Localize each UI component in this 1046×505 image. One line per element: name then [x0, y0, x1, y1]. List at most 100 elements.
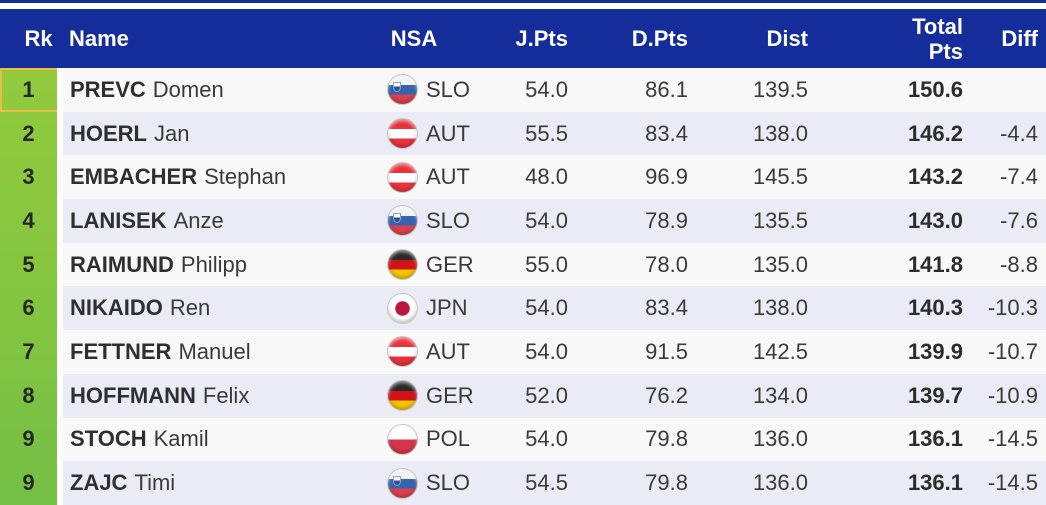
athlete-surname: NIKAIDO [70, 295, 163, 321]
distance-points-value: 76.2 [572, 373, 692, 418]
distance-points-value: 79.8 [572, 417, 692, 462]
top-gap [0, 3, 1046, 9]
athlete-name-cell: HOFFMANN Felix [63, 373, 372, 418]
rank-value: 3 [22, 164, 35, 190]
rank-gutter [57, 417, 63, 462]
points-diff-value: -10.3 [967, 286, 1046, 331]
rank-value: 7 [22, 338, 35, 364]
rank-gutter [57, 286, 63, 331]
distance-value: 134.0 [692, 373, 812, 418]
table-row[interactable]: 5 RAIMUND Philipp GER 55.0 78.0 135.0 14… [0, 242, 1046, 287]
distance-value: 135.0 [692, 242, 812, 287]
nsa-code: GER [426, 251, 474, 277]
total-points-value: 140.3 [812, 286, 967, 331]
rank-value: 4 [22, 207, 35, 233]
athlete-surname: LANISEK [70, 207, 167, 233]
rank-value: 2 [22, 120, 35, 146]
flag-icon-slo [388, 468, 417, 498]
column-header-distance-points: D.Pts [631, 25, 688, 51]
table-row[interactable]: 8 HOFFMANN Felix GER 52.0 76.2 134.0 139… [0, 373, 1046, 418]
nsa-code: SLO [426, 470, 471, 496]
athlete-given-name: Timi [134, 470, 176, 496]
distance-value: 145.5 [692, 155, 812, 200]
column-header-name: Name [69, 25, 129, 51]
athlete-name-cell: FETTNER Manuel [63, 330, 372, 374]
total-points-value: 139.7 [812, 373, 967, 418]
athlete-surname: FETTNER [70, 338, 172, 364]
athlete-surname: ZAJC [70, 470, 128, 496]
flag-icon-aut [388, 162, 417, 192]
nsa-cell: AUT [372, 330, 482, 374]
nsa-cell: JPN [372, 286, 482, 331]
nsa-code: AUT [426, 164, 470, 190]
distance-points-value: 83.4 [572, 286, 692, 331]
nsa-cell: AUT [372, 155, 482, 200]
column-header-rank: Rk [24, 25, 53, 51]
flag-icon-slo [388, 206, 417, 236]
rank-value: 8 [22, 382, 35, 408]
points-diff-value: -7.4 [967, 155, 1046, 200]
distance-value: 138.0 [692, 286, 812, 331]
flag-icon-ger [388, 250, 417, 280]
judge-points-value: 54.5 [482, 461, 572, 505]
column-header-judge-points: J.Pts [515, 25, 568, 51]
total-points-value: 146.2 [812, 111, 967, 156]
nsa-code: AUT [426, 120, 470, 146]
judge-points-value: 54.0 [482, 286, 572, 331]
table-row[interactable]: 6 NIKAIDO Ren JPN 54.0 83.4 138.0 140.3 … [0, 286, 1046, 331]
flag-icon-slo [388, 75, 417, 105]
total-points-value: 143.0 [812, 199, 967, 243]
judge-points-value: 54.0 [482, 330, 572, 374]
athlete-given-name: Ren [169, 295, 211, 321]
athlete-name-cell: RAIMUND Philipp [63, 242, 372, 287]
distance-points-value: 91.5 [572, 330, 692, 374]
table-row[interactable]: 7 FETTNER Manuel AUT 54.0 91.5 142.5 139… [0, 330, 1046, 374]
points-diff-value: -10.7 [967, 330, 1046, 374]
table-row[interactable]: 9 STOCH Kamil POL 54.0 79.8 136.0 136.1 … [0, 417, 1046, 462]
column-header-nsa: NSA [390, 25, 438, 51]
distance-value: 135.5 [692, 199, 812, 243]
total-points-value: 141.8 [812, 242, 967, 287]
nsa-code: JPN [426, 295, 468, 321]
table-body: 1 PREVC Domen SLO 54.0 86.1 139.5 150.6 … [0, 68, 1046, 505]
points-diff-value [967, 68, 1046, 112]
distance-value: 139.5 [692, 68, 812, 112]
column-header-total-points: Total Pts [812, 14, 967, 64]
table-row[interactable]: 1 PREVC Domen SLO 54.0 86.1 139.5 150.6 [0, 68, 1046, 112]
athlete-surname: STOCH [70, 426, 147, 452]
rank-value: 1 [22, 76, 35, 102]
nsa-cell: POL [372, 417, 482, 462]
rank-gutter [57, 199, 63, 243]
nsa-cell: SLO [372, 461, 482, 505]
athlete-name-cell: LANISEK Anze [63, 199, 372, 243]
athlete-name-cell: HOERL Jan [63, 111, 372, 156]
top-divider [0, 0, 1046, 3]
rank-value: 9 [22, 470, 35, 496]
column-header-total-line2: Pts [928, 38, 963, 64]
judge-points-value: 54.0 [482, 68, 572, 112]
total-points-value: 136.1 [812, 417, 967, 462]
column-header-diff: Diff [1001, 25, 1038, 51]
flag-icon-pol [388, 424, 417, 454]
nsa-code: SLO [426, 207, 471, 233]
athlete-given-name: Domen [152, 76, 224, 102]
flag-icon-ger [388, 381, 417, 411]
athlete-surname: HOERL [70, 120, 147, 146]
table-row[interactable]: 4 LANISEK Anze SLO 54.0 78.9 135.5 143.0… [0, 199, 1046, 243]
rank-gutter [57, 242, 63, 287]
table-row[interactable]: 3 EMBACHER Stephan AUT 48.0 96.9 145.5 1… [0, 155, 1046, 200]
judge-points-value: 55.0 [482, 242, 572, 287]
nsa-code: AUT [426, 338, 470, 364]
athlete-name-cell: STOCH Kamil [63, 417, 372, 462]
table-row[interactable]: 9 ZAJC Timi SLO 54.5 79.8 136.0 136.1 -1… [0, 461, 1046, 505]
column-header-total-line1: Total [912, 13, 963, 39]
table-row[interactable]: 2 HOERL Jan AUT 55.5 83.4 138.0 146.2 -4… [0, 111, 1046, 156]
rank-value: 5 [22, 251, 35, 277]
rank-value: 9 [22, 426, 35, 452]
flag-icon-aut [388, 119, 417, 149]
athlete-given-name: Kamil [153, 426, 209, 452]
total-points-value: 136.1 [812, 461, 967, 505]
athlete-given-name: Philipp [180, 251, 247, 277]
nsa-cell: AUT [372, 111, 482, 156]
athlete-given-name: Stephan [204, 164, 287, 190]
